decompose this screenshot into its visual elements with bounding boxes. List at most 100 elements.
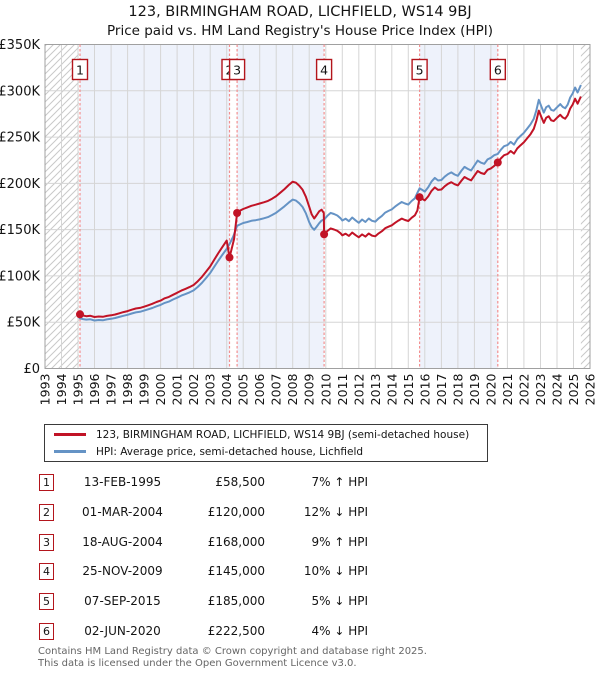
- y-axis-label: £100K: [0, 269, 40, 284]
- transaction-date: 18-AUG-2004: [82, 534, 163, 549]
- transaction-hpi-delta: 9% ↑ HPI: [311, 534, 368, 549]
- transaction-price: £58,500: [215, 475, 265, 489]
- sale-number-box: 5: [411, 58, 428, 81]
- sale-marker-dot: [233, 209, 242, 217]
- transaction-price: £222,500: [207, 624, 265, 638]
- x-axis-label: 2018: [450, 373, 465, 405]
- transaction-date: 01-MAR-2004: [82, 504, 163, 519]
- price-history-chart: 1 2 3 4 5 6£0£50K£100K£150K£200K£250K£30…: [0, 38, 598, 406]
- x-axis-label: 2000: [153, 373, 168, 405]
- x-axis-label: 2021: [500, 374, 515, 406]
- x-axis-label: 2009: [302, 373, 317, 405]
- legend-line-swatch: [54, 433, 86, 436]
- x-axis-label: 2005: [236, 374, 251, 406]
- y-axis-label: £0: [23, 362, 40, 377]
- transaction-number-badge: 6: [39, 623, 54, 640]
- ownership-band: [419, 44, 498, 369]
- y-axis-label: £200K: [0, 177, 40, 192]
- legend-item-hpi: HPI: Average price, semi-detached house,…: [45, 445, 487, 459]
- x-axis-label: 2003: [203, 374, 218, 406]
- transaction-price: £185,000: [207, 594, 265, 609]
- transaction-row: 4 25-NOV-2009 £145,000 10% ↓ HPI: [0, 563, 600, 581]
- page-title: 123, BIRMINGHAM ROAD, LICHFIELD, WS14 9B…: [128, 4, 472, 20]
- x-axis-label: 2010: [318, 373, 333, 405]
- x-axis-label: 2022: [516, 374, 531, 406]
- x-axis-label: 2015: [401, 374, 416, 406]
- transaction-date: 07-SEP-2015: [84, 594, 161, 609]
- sale-number-box: 4: [315, 58, 333, 81]
- transaction-hpi-delta: 5% ↓ HPI: [311, 594, 368, 609]
- footer-line-1: Contains HM Land Registry data © Crown c…: [38, 646, 427, 657]
- transaction-hpi-delta: 7% ↑ HPI: [311, 475, 368, 489]
- x-axis-label: 2001: [170, 374, 185, 406]
- transaction-row: 6 02-JUN-2020 £222,500 4% ↓ HPI: [0, 623, 600, 641]
- legend-line-swatch: [54, 450, 86, 453]
- y-axis-label: £50K: [7, 316, 41, 331]
- transaction-row: 1 13-FEB-1995 £58,500 7% ↑ HPI: [0, 474, 600, 492]
- footer-line-2: This data is licensed under the Open Gov…: [38, 657, 357, 669]
- x-axis-label: 1997: [104, 374, 119, 406]
- transaction-price: £120,000: [207, 504, 265, 519]
- x-axis-label: 2026: [583, 373, 598, 405]
- svg-text:6: 6: [494, 63, 502, 78]
- no-data-hatch-right: [580, 44, 590, 369]
- sale-marker-dot: [320, 230, 329, 239]
- x-axis-label: 1993: [38, 374, 53, 406]
- license-footer: Contains HM Land Registry data © Crown c…: [38, 646, 598, 669]
- sale-marker-dot: [225, 253, 234, 262]
- transaction-hpi-delta: 12% ↓ HPI: [303, 504, 368, 519]
- y-axis-label: £150K: [0, 223, 40, 238]
- transaction-row: 2 01-MAR-2004 £120,000 12% ↓ HPI: [0, 503, 600, 522]
- x-axis-label: 2002: [186, 374, 201, 406]
- x-axis-label: 2014: [384, 373, 399, 405]
- x-axis-label: 2013: [368, 374, 383, 406]
- x-axis-label: 2024: [550, 373, 565, 405]
- legend-label: HPI: Average price, semi-detached house,…: [96, 445, 364, 458]
- x-axis-label: 2020: [483, 373, 498, 405]
- x-axis-label: 2006: [252, 373, 267, 405]
- x-axis-label: 1998: [120, 373, 135, 405]
- x-axis-label: 1999: [137, 373, 152, 405]
- svg-text:3: 3: [233, 63, 241, 78]
- y-axis-label: £300K: [0, 84, 40, 99]
- x-axis-label: 1996: [87, 373, 102, 405]
- ownership-band: [80, 44, 230, 369]
- transaction-price: £168,000: [207, 534, 265, 549]
- x-axis-label: 1994: [54, 373, 69, 405]
- transaction-number-badge: 5: [39, 593, 54, 611]
- svg-text:5: 5: [416, 63, 424, 78]
- transaction-hpi-delta: 4% ↓ HPI: [311, 624, 368, 638]
- transaction-number-badge: 4: [39, 563, 54, 581]
- y-axis-label: £250K: [0, 131, 40, 146]
- transaction-number-badge: 2: [39, 503, 54, 521]
- x-axis-label: 2025: [566, 374, 581, 406]
- y-axis-label: £350K: [0, 38, 40, 53]
- x-axis-label: 2019: [467, 373, 482, 405]
- x-axis-label: 2008: [285, 373, 300, 405]
- svg-text:4: 4: [320, 63, 328, 78]
- transaction-price: £145,000: [207, 564, 265, 579]
- transaction-hpi-delta: 10% ↓ HPI: [303, 564, 368, 579]
- transaction-row: 3 18-AUG-2004 £168,000 9% ↑ HPI: [0, 533, 600, 552]
- page-subtitle: Price paid vs. HM Land Registry's House …: [107, 23, 493, 39]
- sale-marker-dot: [415, 193, 424, 202]
- x-axis-label: 1995: [71, 374, 86, 406]
- transaction-number-badge: 3: [39, 533, 54, 551]
- sale-number-box: 6: [489, 58, 506, 81]
- transaction-number-badge: 1: [39, 474, 54, 491]
- legend-item-price-paid: 123, BIRMINGHAM ROAD, LICHFIELD, WS14 9B…: [45, 428, 487, 442]
- transaction-date: 02-JUN-2020: [84, 624, 161, 638]
- transaction-date: 13-FEB-1995: [83, 475, 162, 489]
- x-axis-label: 2023: [533, 374, 548, 406]
- x-axis-label: 2007: [269, 374, 284, 406]
- transaction-date: 25-NOV-2009: [82, 564, 163, 579]
- x-axis-label: 2012: [351, 374, 366, 406]
- hpi-line: [78, 84, 582, 322]
- sale-marker-dot: [76, 310, 84, 319]
- price-paid-line: [78, 96, 582, 318]
- sale-number-box: 3: [228, 58, 246, 81]
- chart-legend: 123, BIRMINGHAM ROAD, LICHFIELD, WS14 9B…: [44, 424, 488, 462]
- transaction-row: 5 07-SEP-2015 £185,000 5% ↓ HPI: [0, 593, 600, 611]
- x-axis-label: 2011: [335, 374, 350, 406]
